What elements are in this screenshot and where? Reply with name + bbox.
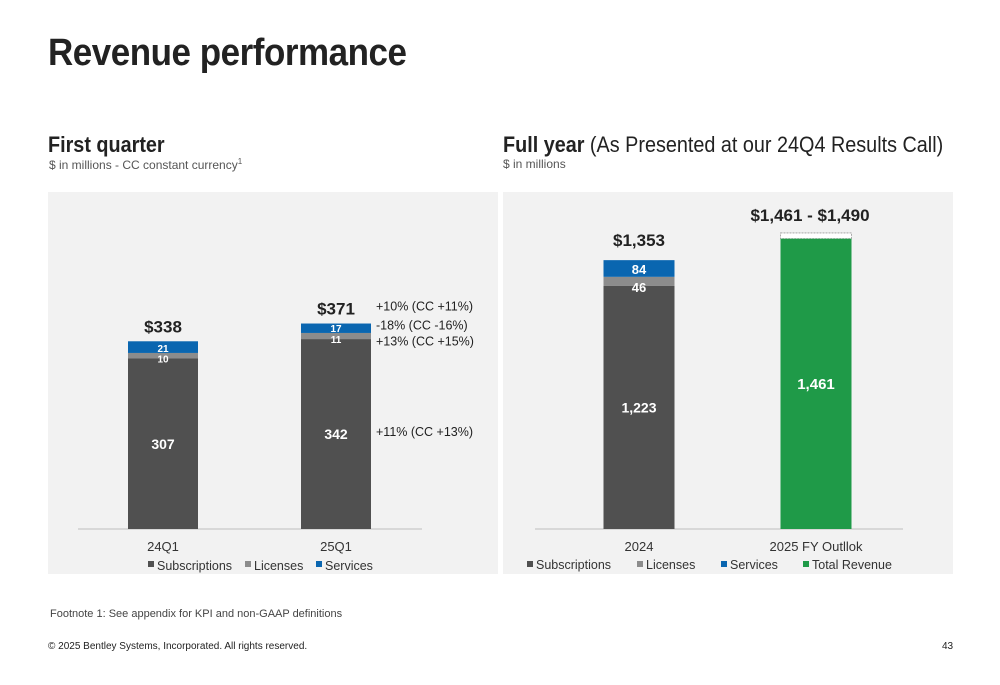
first-quarter-subtitle-text: $ in millions - CC constant currency (49, 158, 238, 172)
legend-label-total-revenue: Total Revenue (812, 558, 892, 572)
annotation-subscriptions-growth: +11% (CC +13%) (376, 425, 473, 439)
bar-subscriptions-2024 (603, 285, 675, 529)
legend-swatch-licenses (245, 561, 251, 567)
full-year-subtitle: $ in millions (503, 157, 566, 171)
footnote-marker: 1 (237, 157, 243, 166)
data-label-services-25q1: 17 (330, 324, 342, 335)
legend-label-licenses: Licenses (646, 558, 695, 572)
x-tick-2025-fy-outllok: 2025 FY Outllok (770, 539, 863, 554)
legend-label-services: Services (730, 558, 778, 572)
chart-panel (48, 192, 498, 574)
total-label-24q1: $338 (144, 317, 182, 336)
bar-outlook-range-2025-fy-outllok (780, 232, 852, 240)
footnote: Footnote 1: See appendix for KPI and non… (50, 608, 343, 620)
bar-subscriptions-25q1 (301, 339, 371, 529)
total-label-2024: $1,353 (613, 231, 665, 250)
full-year-title-bold: Full year (503, 132, 585, 157)
chart-panel (503, 192, 953, 574)
legend-label-services: Services (325, 559, 373, 573)
total-label-25q1: $371 (317, 300, 355, 319)
page-title: Revenue performance (48, 32, 407, 74)
legend-swatch-services (316, 561, 322, 567)
bar-licenses-2024 (603, 276, 675, 286)
legend-label-subscriptions: Subscriptions (157, 559, 232, 573)
bar-total-revenue-2025-fy-outllok (780, 238, 852, 529)
full-year-title-rest: (As Presented at our 24Q4 Results Call) (584, 132, 944, 157)
legend-label-licenses: Licenses (254, 559, 303, 573)
annotation-licenses-growth: +13% (CC +15%) (376, 335, 474, 349)
legend-swatch-total-revenue (803, 561, 809, 567)
page-number: 43 (942, 641, 954, 652)
x-tick-25q1: 25Q1 (320, 539, 352, 554)
first-quarter-title-text: First quarter (48, 132, 165, 157)
annotation-total-growth: +10% (CC +11%) (376, 300, 473, 314)
full-year-title: Full year (As Presented at our 24Q4 Resu… (503, 132, 943, 158)
legend-swatch-licenses (637, 561, 643, 567)
full-year-chart: 1,223 46 84 $1,353 2024 1,461 $1,461 - $1,490 2… (503, 192, 953, 574)
x-tick-2024: 2024 (625, 539, 654, 554)
legend-swatch-services (721, 561, 727, 567)
copyright: © 2025 Bentley Systems, Incorporated. Al… (48, 641, 308, 652)
data-label-subscriptions-24q1: 307 (151, 436, 175, 452)
legend-swatch-subscriptions (527, 561, 533, 567)
legend-swatch-subscriptions (148, 561, 154, 567)
data-label-subscriptions-2024: 1,223 (621, 399, 656, 415)
data-label-licenses-25q1: 11 (331, 335, 342, 346)
bar-subscriptions-24q1 (128, 358, 198, 529)
data-label-services-2024: 84 (632, 262, 647, 277)
first-quarter-subtitle: $ in millions - CC constant currency1 (49, 157, 242, 172)
data-label-total-revenue-2025-fy-outllok: 1,461 (797, 376, 835, 393)
bar-services-25q1 (301, 323, 371, 333)
data-label-services-24q1: 21 (157, 344, 169, 355)
bar-licenses-25q1 (301, 332, 371, 340)
legend-label-subscriptions: Subscriptions (536, 558, 611, 572)
bar-services-24q1 (128, 341, 198, 353)
bar-licenses-24q1 (128, 352, 198, 359)
data-label-subscriptions-25q1: 342 (324, 426, 348, 442)
total-label-2025-fy-outllok: $1,461 - $1,490 (750, 206, 869, 225)
annotation-services-growth: -18% (CC -16%) (376, 319, 468, 333)
x-tick-24q1: 24Q1 (147, 539, 179, 554)
first-quarter-title: First quarter (48, 132, 165, 158)
data-label-licenses-24q1: 10 (157, 355, 169, 366)
data-label-licenses-2024: 46 (632, 280, 646, 295)
bar-services-2024 (603, 260, 675, 277)
